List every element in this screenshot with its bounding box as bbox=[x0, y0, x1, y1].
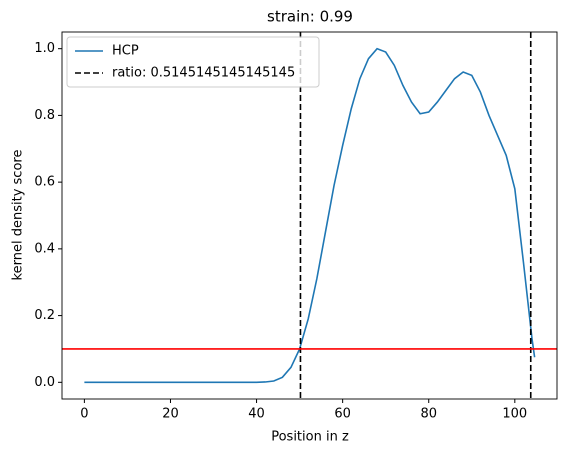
legend-label: ratio: 0.5145145145145145 bbox=[112, 66, 295, 81]
x-tick-label: 40 bbox=[248, 407, 265, 422]
axes-frame bbox=[61, 31, 558, 400]
line-series bbox=[84, 47, 536, 384]
x-axis-label: Position in z bbox=[271, 430, 349, 445]
y-tick-label: 0.6 bbox=[34, 175, 55, 190]
legend-label: HCP bbox=[112, 44, 139, 59]
x-tick-label: 20 bbox=[162, 407, 179, 422]
y-tick-label: 0.0 bbox=[34, 375, 55, 390]
x-tick-label: 100 bbox=[502, 407, 527, 422]
y-tick-label: 0.4 bbox=[34, 241, 55, 256]
y-tick-label: 1.0 bbox=[34, 41, 55, 56]
y-tick-label: 0.2 bbox=[34, 308, 55, 323]
x-tick-label: 60 bbox=[334, 407, 351, 422]
chart-title: strain: 0.99 bbox=[267, 8, 353, 26]
y-tick-label: 0.8 bbox=[34, 108, 55, 123]
x-tick-label: 80 bbox=[420, 407, 437, 422]
y-axis-label: kernel density score bbox=[11, 150, 26, 281]
x-tick-label: 0 bbox=[80, 407, 88, 422]
legend-box bbox=[66, 36, 320, 88]
